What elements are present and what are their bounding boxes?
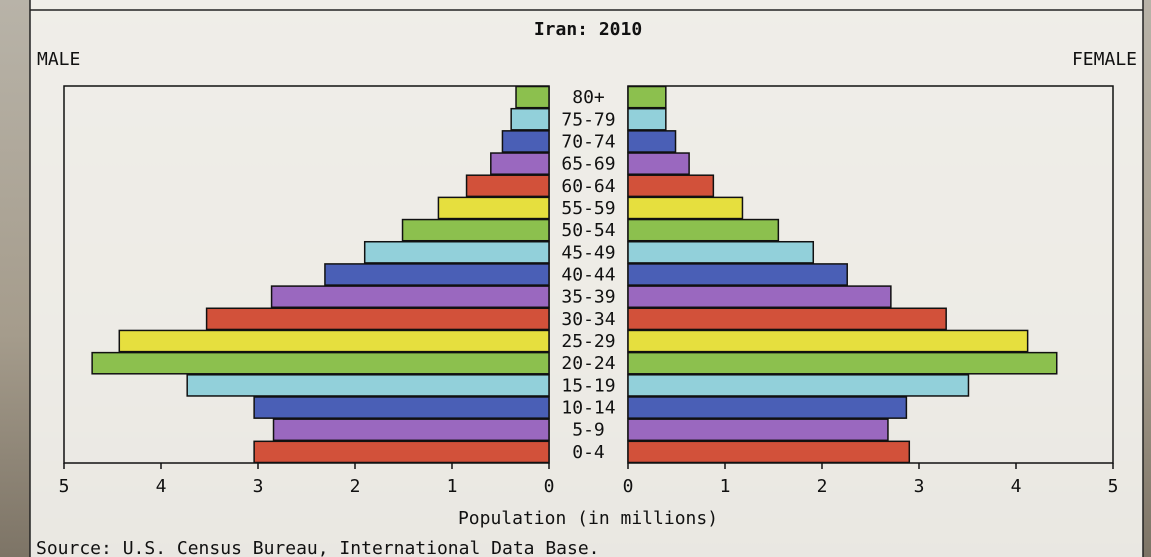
bar-male: [403, 220, 549, 241]
bar-male: [272, 286, 549, 307]
x-tick-label: 3: [253, 476, 264, 497]
category-label: 20-24: [561, 353, 615, 374]
bar-female: [628, 353, 1057, 374]
bar-female: [628, 397, 906, 418]
bar-female: [628, 131, 676, 152]
bar-male: [502, 131, 549, 152]
bar-female: [628, 308, 946, 329]
x-tick-label: 3: [914, 476, 925, 497]
category-label: 80+: [572, 87, 605, 108]
page: Iran: 2010 MALE FEMALE Population (in mi…: [0, 0, 1151, 557]
category-label: 15-19: [561, 375, 615, 396]
legend-female: FEMALE: [1072, 49, 1137, 70]
bar-female: [628, 220, 778, 241]
bar-male: [325, 264, 549, 285]
bar-female: [628, 375, 968, 396]
bar-male: [516, 87, 549, 108]
x-axis-label: Population (in millions): [458, 508, 718, 529]
bar-male: [467, 175, 549, 196]
bar-female: [628, 175, 713, 196]
x-tick-label: 2: [350, 476, 361, 497]
bar-male: [187, 375, 549, 396]
category-label: 0-4: [572, 442, 605, 463]
x-tick-label: 4: [1011, 476, 1022, 497]
bar-male: [119, 330, 549, 351]
bar-female: [628, 153, 689, 174]
category-label: 40-44: [561, 265, 615, 286]
bar-male: [207, 308, 549, 329]
x-tick-label: 0: [623, 476, 634, 497]
chart-title: Iran: 2010: [534, 19, 642, 40]
bar-female: [628, 330, 1028, 351]
bar-female: [628, 242, 813, 263]
bar-male: [365, 242, 549, 263]
chart: Iran: 2010 MALE FEMALE Population (in mi…: [0, 0, 1151, 557]
bar-male: [491, 153, 549, 174]
category-label: 55-59: [561, 198, 615, 219]
bar-male: [254, 397, 549, 418]
x-tick-label: 5: [59, 476, 70, 497]
bar-male: [438, 197, 549, 218]
category-label: 35-39: [561, 287, 615, 308]
bar-female: [628, 197, 742, 218]
bar-male: [254, 441, 549, 462]
bar-female: [628, 87, 666, 108]
category-label: 50-54: [561, 220, 615, 241]
bar-male: [511, 109, 549, 130]
x-tick-label: 2: [817, 476, 828, 497]
category-label: 10-14: [561, 398, 615, 419]
x-tick-label: 0: [544, 476, 555, 497]
bar-female: [628, 264, 847, 285]
category-label: 60-64: [561, 176, 615, 197]
category-label: 45-49: [561, 242, 615, 263]
bar-female: [628, 109, 666, 130]
category-label: 30-34: [561, 309, 615, 330]
bar-female: [628, 419, 888, 440]
x-tick-label: 5: [1108, 476, 1119, 497]
bar-male: [274, 419, 549, 440]
category-label: 5-9: [572, 420, 605, 441]
source: Source: U.S. Census Bureau, Internationa…: [36, 538, 600, 557]
category-label: 65-69: [561, 154, 615, 175]
x-tick-label: 1: [447, 476, 458, 497]
legend-male: MALE: [37, 49, 80, 70]
bar-female: [628, 441, 909, 462]
category-label: 75-79: [561, 109, 615, 130]
bar-female: [628, 286, 891, 307]
bar-male: [92, 353, 549, 374]
x-tick-label: 4: [156, 476, 167, 497]
category-label: 70-74: [561, 131, 615, 152]
category-label: 25-29: [561, 331, 615, 352]
x-tick-label: 1: [720, 476, 731, 497]
